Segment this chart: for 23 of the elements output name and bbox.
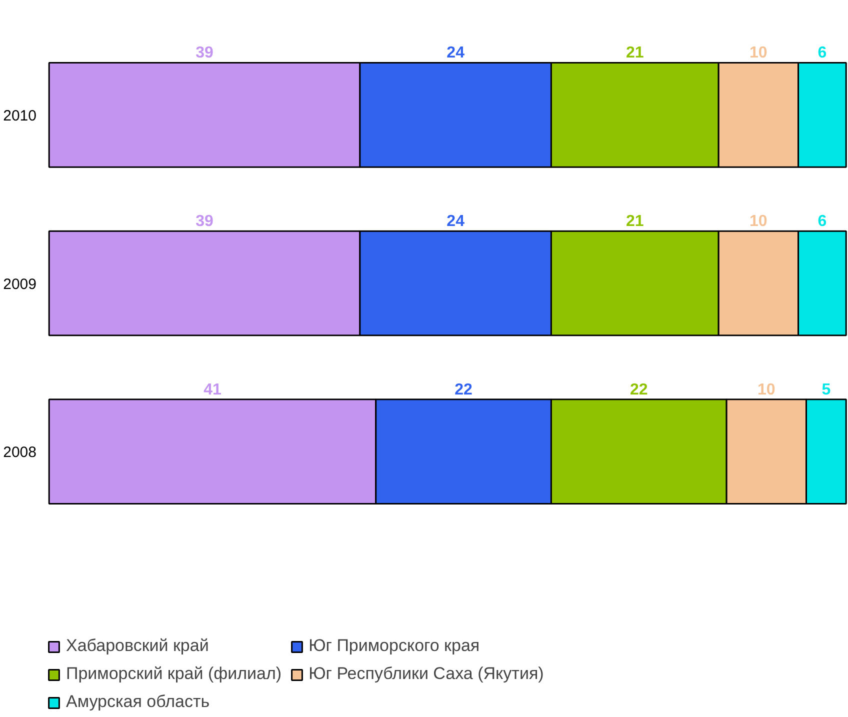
data-label: 22 [630, 381, 648, 398]
data-label: 5 [822, 381, 831, 398]
legend-label: Амурская область [66, 692, 210, 712]
data-label: 10 [750, 44, 768, 62]
y-tick-label: 2010 [3, 107, 37, 124]
data-label: 6 [818, 44, 827, 62]
data-label: 24 [446, 213, 465, 230]
data-label: 21 [626, 213, 644, 230]
data-label: 22 [454, 381, 473, 398]
data-label: 39 [196, 213, 214, 230]
y-tick-label: 2008 [3, 444, 37, 462]
data-label: 10 [750, 213, 768, 230]
legend-label: Приморский край (филиал) [66, 664, 282, 684]
data-label: 24 [446, 44, 465, 62]
data-label: 21 [626, 44, 644, 62]
data-label: 41 [204, 381, 222, 398]
data-label: 10 [758, 381, 776, 398]
data-label: 6 [818, 213, 827, 230]
y-tick-label: 2009 [3, 276, 37, 293]
legend-label: Хабаровский край [66, 636, 209, 656]
legend-label: Юг Республики Саха (Якутия) [308, 664, 544, 684]
legend-label: Юг Приморского края [308, 636, 480, 656]
data-label: 39 [196, 44, 214, 62]
